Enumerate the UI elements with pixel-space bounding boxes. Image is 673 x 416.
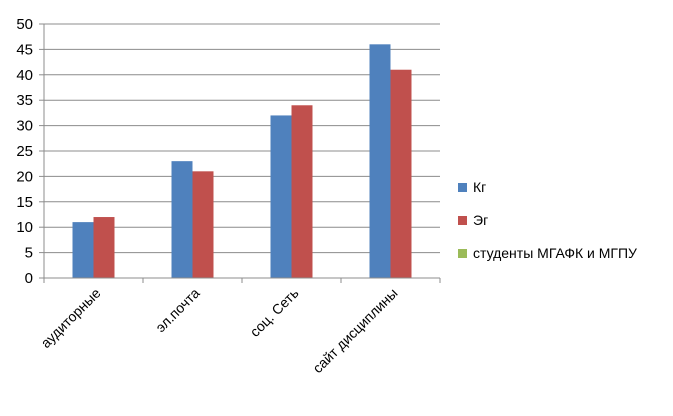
x-category-labels: аудиторные эл.почта соц. Сеть сайт дисципли… xyxy=(37,285,400,376)
bar-0-0 xyxy=(72,222,94,278)
x-category-label: соц. Сеть xyxy=(247,285,302,340)
legend-label-eg: Эг xyxy=(473,212,489,228)
y-tick-label: 40 xyxy=(16,67,33,84)
legend-label-kg: Кг xyxy=(473,179,487,195)
bar-1-2 xyxy=(291,105,313,278)
y-tick-label: 10 xyxy=(16,219,33,236)
bar-1-3 xyxy=(390,69,412,278)
y-tick-label: 50 xyxy=(16,16,33,33)
y-tick-label: 45 xyxy=(16,41,33,58)
legend-swatch-eg xyxy=(458,215,467,225)
legend-label-students: студенты МГАФК и МГПУ xyxy=(473,245,637,261)
y-tick-label: 35 xyxy=(16,92,33,109)
y-tick-label: 30 xyxy=(16,118,33,135)
y-tick-label: 15 xyxy=(16,194,33,211)
legend-swatch-students xyxy=(458,248,467,258)
bars xyxy=(72,44,412,278)
y-tick-label: 0 xyxy=(25,270,33,287)
x-category-label: сайт дисциплины xyxy=(309,285,400,376)
bar-1-1 xyxy=(192,171,214,278)
y-tick-label: 5 xyxy=(25,245,33,262)
bar-0-3 xyxy=(369,44,391,278)
legend-item-eg: Эг xyxy=(458,208,637,232)
y-tick-label: 25 xyxy=(16,143,33,160)
bar-0-1 xyxy=(171,161,193,278)
bar-1-0 xyxy=(93,217,115,278)
axes xyxy=(39,23,441,283)
x-category-label: эл.почта xyxy=(152,285,203,336)
x-category-label: аудиторные xyxy=(37,285,103,351)
y-tick-label: 20 xyxy=(16,168,33,185)
y-tick-labels: 0 5 10 15 20 25 30 35 40 45 50 xyxy=(16,16,33,287)
bar-0-2 xyxy=(270,115,292,278)
legend-swatch-kg xyxy=(458,182,467,192)
legend-item-kg: Кг xyxy=(458,175,637,199)
legend: Кг Эг студенты МГАФК и МГПУ xyxy=(458,175,637,274)
legend-item-students: студенты МГАФК и МГПУ xyxy=(458,241,637,265)
